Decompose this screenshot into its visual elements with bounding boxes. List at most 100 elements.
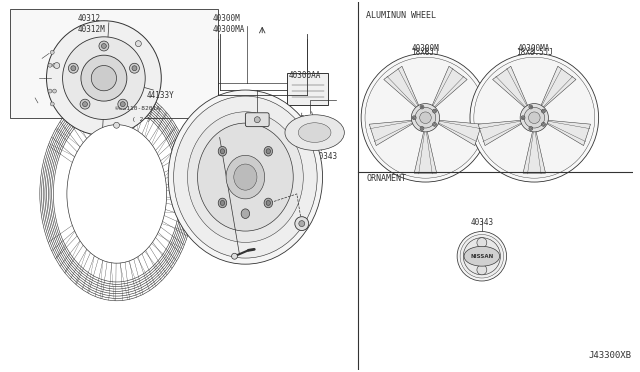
Circle shape	[68, 63, 78, 73]
Circle shape	[543, 110, 545, 112]
Circle shape	[52, 89, 56, 93]
Circle shape	[71, 66, 76, 71]
Ellipse shape	[264, 147, 273, 156]
Circle shape	[463, 238, 500, 275]
Ellipse shape	[198, 123, 293, 231]
Circle shape	[460, 234, 504, 278]
Circle shape	[232, 253, 237, 259]
Polygon shape	[414, 131, 436, 173]
Circle shape	[51, 50, 54, 54]
Circle shape	[433, 122, 436, 126]
Circle shape	[521, 116, 525, 120]
Circle shape	[529, 126, 532, 130]
Circle shape	[365, 57, 486, 178]
Circle shape	[530, 106, 532, 108]
Ellipse shape	[218, 147, 227, 156]
Circle shape	[433, 109, 436, 113]
Circle shape	[361, 54, 490, 182]
Circle shape	[543, 124, 545, 125]
Circle shape	[520, 103, 548, 132]
Circle shape	[541, 122, 545, 126]
Polygon shape	[478, 120, 523, 145]
Circle shape	[457, 231, 507, 281]
Circle shape	[254, 117, 260, 123]
Circle shape	[129, 63, 140, 73]
Circle shape	[434, 124, 436, 125]
Polygon shape	[523, 131, 545, 173]
Text: 40312: 40312	[77, 14, 100, 23]
Circle shape	[415, 108, 436, 128]
Circle shape	[113, 122, 120, 128]
Circle shape	[54, 62, 60, 68]
Circle shape	[477, 265, 487, 275]
Circle shape	[51, 102, 54, 106]
Bar	[10, 9, 218, 118]
Circle shape	[52, 63, 56, 67]
Text: J43300XB: J43300XB	[589, 351, 632, 360]
Circle shape	[413, 117, 415, 119]
Ellipse shape	[234, 164, 257, 190]
FancyBboxPatch shape	[245, 113, 269, 126]
Circle shape	[118, 99, 128, 109]
Ellipse shape	[173, 96, 317, 258]
Circle shape	[132, 66, 137, 71]
Circle shape	[412, 103, 440, 132]
Ellipse shape	[298, 123, 331, 142]
Text: 40300M: 40300M	[412, 44, 439, 52]
Text: NISSAN: NISSAN	[470, 254, 493, 259]
Circle shape	[81, 55, 127, 101]
Circle shape	[99, 41, 109, 51]
Polygon shape	[369, 120, 414, 145]
Text: ( 2 ): ( 2 )	[132, 117, 150, 122]
Circle shape	[63, 37, 145, 119]
Text: 40311: 40311	[203, 121, 226, 130]
Circle shape	[434, 110, 436, 112]
Ellipse shape	[188, 112, 303, 243]
Text: ®08110-8201A: ®08110-8201A	[115, 106, 160, 111]
Text: 40343: 40343	[470, 218, 493, 227]
Ellipse shape	[226, 155, 265, 199]
Text: ORNAMENT: ORNAMENT	[366, 174, 406, 183]
Circle shape	[48, 89, 52, 93]
Ellipse shape	[266, 149, 271, 154]
Circle shape	[295, 217, 308, 231]
Circle shape	[541, 109, 545, 113]
Circle shape	[529, 105, 532, 109]
Text: 40300MA: 40300MA	[212, 25, 245, 34]
Polygon shape	[541, 66, 576, 108]
Text: 40312M: 40312M	[77, 25, 105, 34]
Text: 44133Y: 44133Y	[147, 91, 174, 100]
Circle shape	[92, 65, 116, 91]
Text: 40300AA: 40300AA	[289, 71, 321, 80]
Circle shape	[530, 128, 532, 129]
Circle shape	[474, 57, 595, 178]
Circle shape	[101, 44, 106, 48]
Circle shape	[412, 116, 416, 120]
Text: 40343: 40343	[315, 153, 338, 161]
Circle shape	[420, 126, 424, 130]
Bar	[287, 73, 328, 105]
Text: 40224: 40224	[292, 115, 315, 124]
Polygon shape	[432, 66, 467, 108]
Polygon shape	[437, 120, 482, 145]
Circle shape	[470, 54, 598, 182]
Circle shape	[420, 112, 431, 124]
Circle shape	[529, 112, 540, 124]
Ellipse shape	[241, 209, 250, 218]
Circle shape	[136, 41, 141, 46]
Circle shape	[524, 108, 545, 128]
Polygon shape	[546, 120, 591, 145]
Ellipse shape	[168, 90, 323, 264]
Text: ALUMINUN WHEEL: ALUMINUN WHEEL	[366, 11, 436, 20]
Ellipse shape	[266, 201, 271, 205]
Polygon shape	[493, 66, 528, 108]
Circle shape	[477, 238, 487, 248]
Circle shape	[47, 21, 161, 135]
Ellipse shape	[285, 115, 344, 150]
Ellipse shape	[218, 198, 227, 208]
Circle shape	[522, 117, 524, 119]
Ellipse shape	[220, 149, 225, 154]
Text: 40300MA: 40300MA	[518, 44, 550, 52]
Text: 40300M: 40300M	[212, 14, 241, 23]
Circle shape	[421, 128, 423, 129]
